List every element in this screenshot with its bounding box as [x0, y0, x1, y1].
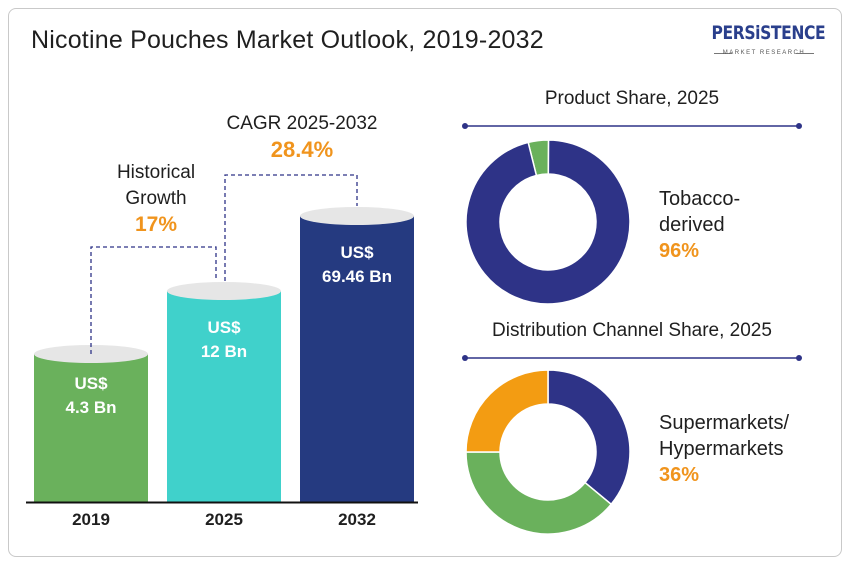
- persistence-logo: PERSiSTENCE MARKET RESEARCH: [700, 22, 828, 62]
- historical-connector: [90, 246, 217, 354]
- bar-amount-2019: 4.3 Bn: [65, 398, 117, 417]
- distribution-share-label: Supermarkets/ Hypermarkets 36%: [659, 410, 789, 488]
- bar-top-2025: [167, 282, 281, 300]
- cagr-value: 28.4%: [270, 137, 334, 162]
- bar-value-label-2019: US$ 4.3 Bn: [34, 372, 148, 420]
- distribution-share-slice-0: [547, 369, 631, 506]
- distribution-share-pct: 36%: [659, 464, 700, 486]
- product-share-rule-dot-left: [462, 123, 468, 129]
- x-tick-2032: 2032: [338, 510, 376, 529]
- cagr-label: CAGR 2025-2032 28.4%: [212, 111, 392, 165]
- page-title: Nicotine Pouches Market Outlook, 2019-20…: [31, 26, 544, 54]
- bar-2025: [167, 291, 281, 502]
- historical-label-line2: Growth: [125, 188, 187, 209]
- product-share-pct: 96%: [659, 240, 700, 262]
- historical-label-line1: Historical: [116, 162, 196, 183]
- bar-currency-2025: US$: [207, 318, 241, 337]
- bar-amount-2025: 12 Bn: [200, 342, 248, 361]
- product-share-rule-dot-right: [796, 123, 802, 129]
- product-share-label-line1: Tobacco-: [659, 188, 741, 210]
- cagr-connector: [224, 174, 358, 281]
- bar-value-label-2025: US$ 12 Bn: [167, 316, 281, 364]
- distribution-share-rule-dot-right: [796, 355, 802, 361]
- bar-top-2032: [300, 207, 414, 225]
- cagr-label-text: CAGR 2025-2032: [226, 113, 378, 134]
- bar-currency-2032: US$: [340, 243, 374, 262]
- bar-2032: [300, 216, 414, 502]
- bar-currency-2019: US$: [74, 374, 108, 393]
- bar-amount-2032: 69.46 Bn: [322, 267, 392, 286]
- product-share-label: Tobacco- derived 96%: [659, 186, 740, 264]
- distribution-share-label-line1: Supermarkets/: [659, 412, 790, 434]
- logo-rule-left: [714, 53, 732, 54]
- bar-value-label-2032: US$ 69.46 Bn: [300, 241, 414, 289]
- distribution-share-rule-dot-left: [462, 355, 468, 361]
- logo-wordmark: PERSiSTENCE: [711, 22, 826, 44]
- distribution-share-slice-2: [465, 369, 549, 453]
- distribution-share-slice-1: [465, 451, 613, 535]
- product-share-label-line2: derived: [659, 214, 725, 236]
- distribution-share-label-line2: Hypermarkets: [659, 438, 784, 460]
- distribution-share-title: Distribution Channel Share, 2025: [492, 320, 772, 341]
- product-share-slice-1: [465, 139, 631, 305]
- x-tick-2019: 2019: [72, 510, 110, 529]
- product-share-title: Product Share, 2025: [544, 88, 720, 109]
- bar-2019: [34, 354, 148, 502]
- historical-growth-value: 17%: [134, 213, 178, 236]
- logo-subtitle: MARKET RESEARCH: [722, 50, 806, 56]
- logo-rule-right: [796, 53, 814, 54]
- historical-growth-label: Historical Growth 17%: [96, 160, 216, 239]
- x-tick-2025: 2025: [205, 510, 243, 529]
